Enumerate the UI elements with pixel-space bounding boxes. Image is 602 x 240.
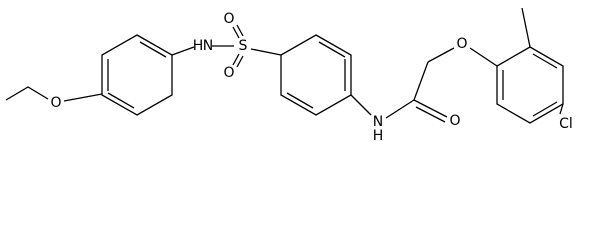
nh-bond [171, 46, 195, 56]
oc-bond [469, 47, 498, 67]
atom-label: O [449, 113, 460, 129]
so-double-bond [236, 24, 244, 37]
double-bond [107, 92, 135, 109]
atom-label: Cl [559, 116, 573, 132]
double-bond [139, 41, 167, 58]
ccl-bond [559, 103, 564, 115]
atom-labels: O H N S O O N H O O Cl [50, 11, 573, 144]
atom-label: O [456, 36, 467, 52]
atom-label: S [239, 38, 248, 54]
co-double-bond [413, 99, 448, 118]
benzene-ring [496, 46, 564, 124]
double-bond [286, 92, 314, 109]
co-double-bond [415, 106, 446, 123]
atom-label: O [50, 95, 61, 111]
ethyl-bond [5, 86, 49, 101]
bonds [5, 7, 564, 124]
methyl-bond [521, 7, 531, 48]
so-double-bond [232, 53, 240, 66]
atom-label: N [373, 114, 383, 130]
cn-bond [350, 94, 372, 116]
benzene-ring [280, 34, 352, 116]
cc-bond [413, 61, 429, 101]
atom-label: H [193, 38, 204, 54]
benzene-ring [101, 34, 173, 116]
sc-bond [250, 48, 282, 56]
molecule-diagram: O H N S O O N H O O Cl [5, 7, 573, 144]
so-double-bond [232, 26, 240, 39]
atom-label: H [373, 128, 384, 142]
so-double-bond [236, 55, 244, 68]
double-bond [532, 53, 558, 69]
nc-bond [385, 99, 415, 119]
ether-bond [63, 93, 103, 102]
double-bond [318, 41, 346, 58]
atom-label: O [223, 11, 234, 27]
double-bond [532, 101, 558, 117]
atom-label: O [223, 65, 234, 81]
co-bond [427, 47, 455, 63]
atom-label: N [203, 38, 213, 54]
